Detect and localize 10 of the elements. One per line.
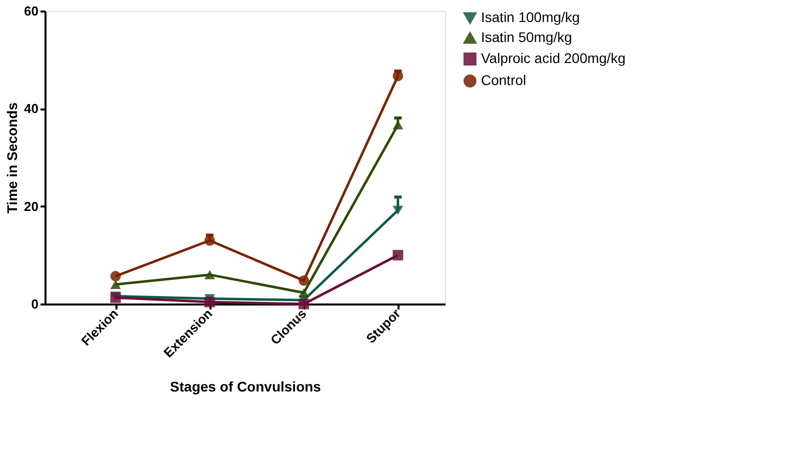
legend-label: Isatin 100mg/kg bbox=[481, 9, 580, 25]
x-axis-title: Stages of Convulsions bbox=[170, 378, 322, 394]
y-tick-label: 40 bbox=[24, 101, 38, 116]
y-axis-title: Time in Seconds bbox=[4, 102, 20, 214]
y-tick-label: 20 bbox=[24, 198, 38, 214]
legend-label: Valproic acid 200mg/kg bbox=[481, 50, 626, 66]
legend-label: Isatin 50mg/kg bbox=[481, 29, 572, 45]
legend-label: Control bbox=[481, 72, 526, 88]
y-tick-label: 0 bbox=[31, 296, 38, 312]
y-tick-label: 60 bbox=[24, 4, 38, 18]
